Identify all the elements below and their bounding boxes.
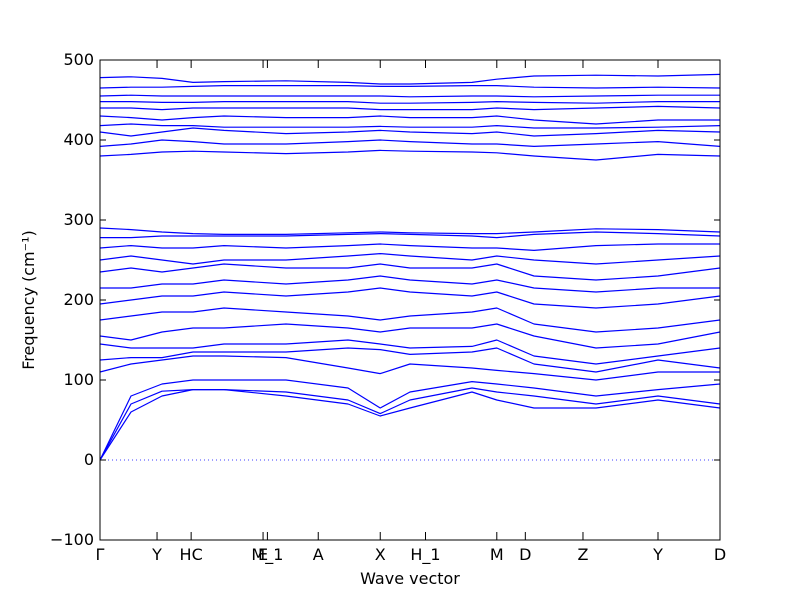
y-tick-label: 500 xyxy=(63,50,94,69)
band-line xyxy=(99,149,721,161)
y-ticks-layer: −100 0 100 200 300 400 500 xyxy=(50,50,720,549)
band-line xyxy=(99,347,721,373)
x-tick-label: Γ xyxy=(96,545,105,564)
x-tick-label: M_1 xyxy=(251,545,283,565)
x-tick-label: A xyxy=(313,545,324,564)
band-line xyxy=(100,105,721,111)
x-tick-label: D xyxy=(714,545,726,564)
band-line xyxy=(99,355,720,381)
x-tick-label: Z xyxy=(577,545,588,564)
x-axis-label: Wave vector xyxy=(360,569,460,588)
band-line xyxy=(99,127,721,137)
y-tick-label: 200 xyxy=(63,290,94,309)
band-line xyxy=(99,115,720,125)
band-line xyxy=(100,231,721,239)
x-tick-label: Y xyxy=(151,545,162,564)
band-line xyxy=(99,307,721,333)
band-line xyxy=(100,275,720,293)
y-tick-label: 100 xyxy=(63,370,94,389)
band-line xyxy=(99,123,721,129)
band-line xyxy=(99,139,721,147)
band-line xyxy=(99,253,721,265)
x-tick-label: D xyxy=(519,545,531,564)
band-line xyxy=(99,287,721,309)
band-line xyxy=(99,379,721,461)
band-line xyxy=(99,323,721,349)
band-line xyxy=(99,73,721,85)
plot-frame xyxy=(99,59,721,541)
band-line xyxy=(99,85,721,89)
y-tick-label: −100 xyxy=(50,530,94,549)
band-line xyxy=(100,101,720,104)
band-line xyxy=(99,243,720,251)
y-tick-label: 300 xyxy=(63,210,94,229)
y-tick-label: 0 xyxy=(84,450,94,469)
x-tick-label: M xyxy=(490,545,504,564)
band-line xyxy=(99,94,720,98)
x-tick-label: E xyxy=(258,545,268,564)
band-line xyxy=(99,389,721,461)
band-line xyxy=(99,263,721,281)
x-tick-label: Y xyxy=(652,545,663,564)
x-tick-label: X xyxy=(375,545,386,564)
band-line xyxy=(99,227,721,235)
band-line xyxy=(99,387,721,461)
x-tick-label: H_1 xyxy=(410,545,440,565)
y-axis-label: Frequency (cm⁻¹) xyxy=(19,230,38,369)
band-line xyxy=(99,339,721,365)
x-ticks-layer: Γ Y HC EM_1 A X H_1 M D Z Y D xyxy=(96,60,726,565)
x-tick-label: HC xyxy=(180,545,203,564)
y-tick-label: 400 xyxy=(63,130,94,149)
bands-layer xyxy=(99,73,721,461)
